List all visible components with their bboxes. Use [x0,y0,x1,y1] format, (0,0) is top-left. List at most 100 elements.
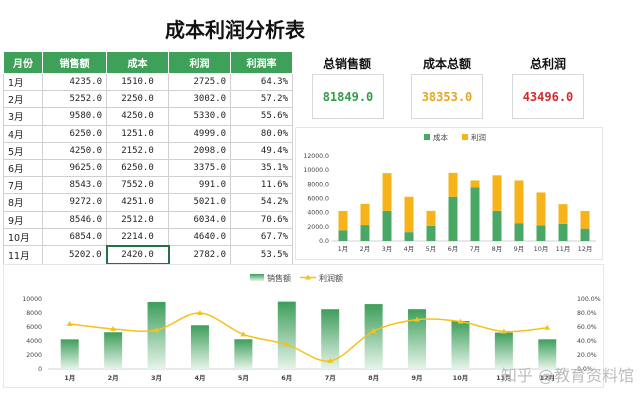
legend-swatch-profit [462,134,468,140]
cell-profit[interactable]: 5021.0 [168,193,231,212]
cell-cost[interactable]: 2152.0 [106,141,169,160]
cell-month[interactable]: 1月 [3,72,43,92]
cell-month[interactable]: 10月 [3,227,43,247]
cell-margin[interactable]: 57.2% [230,90,293,109]
cell-profit[interactable]: 5330.0 [168,107,231,126]
cell-sales[interactable]: 9272.0 [42,193,107,212]
profit-point [457,318,464,324]
cell-profit[interactable]: 3375.0 [168,158,231,178]
profit-point [544,324,551,330]
table-row: 1月 4235.0 1510.0 2725.0 64.3% [3,72,293,92]
header-month[interactable]: 月份 [3,51,43,74]
cell-cost[interactable]: 2214.0 [106,227,169,247]
x-tick-label: 12月 [578,245,593,253]
cell-profit[interactable]: 4999.0 [168,124,231,143]
header-profit[interactable]: 利润 [168,51,231,74]
cell-cost[interactable]: 1510.0 [106,72,169,92]
bar-cost [470,187,480,241]
header-sales[interactable]: 销售额 [42,51,107,74]
cell-month[interactable]: 7月 [3,176,43,195]
cell-sales[interactable]: 9580.0 [42,107,107,126]
x-tick-label: 8月 [368,374,379,382]
cell-month[interactable]: 2月 [3,90,43,109]
table-row: 7月 8543.0 7552.0 991.0 11.6% [3,176,293,195]
cell-profit[interactable]: 2782.0 [168,245,231,265]
cell-sales[interactable]: 5202.0 [42,245,107,265]
legend-swatch-cost [424,134,430,140]
kpi-sales-value[interactable]: 81849.0 [312,74,384,119]
x-tick-label: 4月 [404,245,415,253]
cell-margin[interactable]: 53.5% [230,245,293,265]
cell-month[interactable]: 8月 [3,193,43,212]
cell-cost[interactable]: 1251.0 [106,124,169,143]
header-margin[interactable]: 利润率 [230,51,293,74]
legend-swatch-sales [250,274,264,281]
cell-profit[interactable]: 6034.0 [168,210,231,229]
cell-sales[interactable]: 4250.0 [42,141,107,160]
bar-profit [382,173,392,211]
cell-profit[interactable]: 2098.0 [168,141,231,160]
cell-cost[interactable]: 2250.0 [106,90,169,109]
cell-sales[interactable]: 6854.0 [42,227,107,247]
cell-month[interactable]: 9月 [3,210,43,229]
profit-point [153,327,160,333]
cell-month[interactable]: 5月 [3,141,43,160]
table-row: 2月 5252.0 2250.0 3002.0 57.2% [3,90,293,109]
cell-month[interactable]: 3月 [3,107,43,126]
x-tick-label: 11月 [556,245,571,253]
y-tick-label: 12000.0 [303,153,329,160]
cell-cost[interactable]: 4251.0 [106,193,169,212]
bar-cost [558,223,568,241]
cell-margin[interactable]: 49.4% [230,141,293,160]
kpi-profit-value[interactable]: 43496.0 [512,74,584,119]
cell-sales[interactable]: 8546.0 [42,210,107,229]
x-tick-label: 1月 [64,374,75,382]
cell-cost[interactable]: 7552.0 [106,176,169,195]
cell-margin[interactable]: 11.6% [230,176,293,195]
bar-profit [470,180,480,188]
kpi-sales-label: 总销售额 [322,57,371,71]
cell-profit[interactable]: 991.0 [168,176,231,195]
cell-margin[interactable]: 55.6% [230,107,293,126]
cell-cost[interactable]: 2512.0 [106,210,169,229]
cell-cost[interactable]: 2420.0 [105,244,170,266]
cell-month[interactable]: 6月 [3,158,43,178]
kpi-profit-label: 总利润 [529,57,566,71]
x-tick-label: 6月 [281,374,292,382]
combo-chart-panel[interactable]: 销售额 利润额 0 2000 4000 6000 8000 10000 0.0% 20.0% 40.… [3,264,604,388]
x-tick-label: 6月 [448,245,459,253]
cell-margin[interactable]: 70.6% [230,210,293,229]
cell-profit[interactable]: 2725.0 [168,72,231,92]
cell-month[interactable]: 11月 [3,245,43,265]
cell-cost[interactable]: 6250.0 [106,158,169,178]
y-tick-label: 4000 [26,338,42,345]
cell-margin[interactable]: 64.3% [230,72,293,92]
cell-profit[interactable]: 4640.0 [168,227,231,247]
stacked-chart-panel[interactable]: 成本 利润 0.0 2000.0 4000.0 6000.0 8000.0 10000.0 12… [295,127,603,260]
cell-sales[interactable]: 5252.0 [42,90,107,109]
legend-label-profit: 利润 [471,132,486,142]
cell-sales[interactable]: 6250.0 [42,124,107,143]
cell-margin[interactable]: 80.0% [230,124,293,143]
cell-margin[interactable]: 54.2% [230,193,293,212]
y-tick-label: 8000.0 [307,181,329,188]
cell-cost[interactable]: 4250.0 [106,107,169,126]
kpi-cost-value[interactable]: 38353.0 [411,74,483,119]
cell-margin[interactable]: 67.7% [230,227,293,247]
cell-month[interactable]: 4月 [3,124,43,143]
bar-cost [448,196,458,241]
cell-sales[interactable]: 4235.0 [42,72,107,92]
bar-sales [104,332,123,369]
cell-profit[interactable]: 3002.0 [168,90,231,109]
profit-point [500,328,507,334]
y-tick-label: 4000.0 [307,210,329,217]
cell-margin[interactable]: 35.1% [230,158,293,178]
cell-sales[interactable]: 8543.0 [42,176,107,195]
y-tick-label: 2000.0 [307,224,329,231]
y2-tick-label: 60.0% [577,324,597,331]
header-cost[interactable]: 成本 [106,51,169,74]
cell-sales[interactable]: 9625.0 [42,158,107,178]
y-tick-label: 0.0 [319,238,329,245]
bar-sales [147,301,166,369]
bar-sales [321,309,340,369]
